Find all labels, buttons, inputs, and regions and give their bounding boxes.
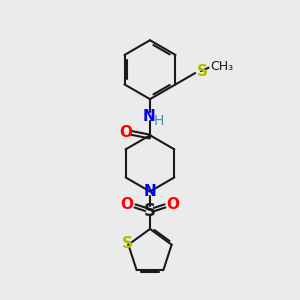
Text: O: O — [119, 124, 132, 140]
Text: S: S — [122, 236, 133, 251]
Text: H: H — [153, 114, 164, 128]
Text: S: S — [144, 202, 156, 220]
Text: O: O — [121, 197, 134, 212]
Text: CH₃: CH₃ — [210, 60, 233, 73]
Text: O: O — [167, 197, 179, 212]
Text: S: S — [197, 64, 208, 79]
Text: N: N — [144, 184, 156, 199]
Text: N: N — [143, 109, 156, 124]
